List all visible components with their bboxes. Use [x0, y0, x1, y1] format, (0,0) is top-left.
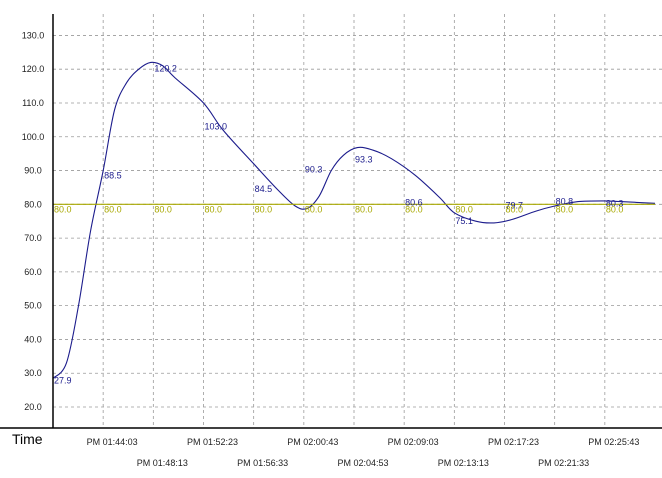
y-tick-label: 90.0 [24, 166, 42, 176]
setpoint-data-label: 80.0 [506, 204, 524, 214]
x-axis-ticks: PM 01:44:03 PM 01:52:23 PM 02:00:43 PM 02:0… [87, 437, 640, 468]
setpoint-data-label: 80.0 [154, 204, 172, 214]
y-tick-label: 50.0 [24, 301, 42, 311]
y-axis-ticks: 130.0 120.0 110.0 100.0 90.0 80.0 70.0 60.0 50.0… [22, 30, 45, 412]
pv-data-label: 103.0 [205, 122, 228, 132]
setpoint-data-label: 80.0 [255, 204, 273, 214]
setpoint-data-label: 80.0 [205, 204, 223, 214]
pv-data-label: 93.3 [355, 154, 373, 164]
x-tick-label: PM 01:56:33 [237, 458, 288, 468]
pv-data-label: 90.3 [305, 165, 323, 175]
setpoint-data-label: 80.0 [355, 204, 373, 214]
y-tick-label: 20.0 [24, 402, 42, 412]
setpoint-data-label: 80.0 [54, 204, 72, 214]
y-tick-label: 60.0 [24, 267, 42, 277]
setpoint-data-label: 80.0 [455, 204, 473, 214]
setpoint-data-label: 80.0 [104, 204, 122, 214]
pv-data-label: 88.5 [104, 171, 122, 181]
y-tick-label: 80.0 [24, 199, 42, 209]
setpoint-data-label: 80.0 [606, 204, 624, 214]
x-tick-label: PM 02:04:53 [337, 458, 388, 468]
x-tick-label: PM 01:52:23 [187, 437, 238, 447]
y-tick-label: 110.0 [22, 98, 44, 108]
setpoint-data-label: 80.0 [305, 204, 323, 214]
x-tick-label: PM 02:21:33 [538, 458, 589, 468]
pv-data-label: 80.8 [556, 197, 574, 207]
process-value-line [52, 61, 656, 379]
pv-data-label: 120.2 [154, 64, 177, 74]
y-tick-label: 120.0 [22, 64, 45, 74]
pv-data-label: 27.9 [54, 375, 72, 385]
x-tick-label: PM 02:25:43 [588, 437, 639, 447]
x-tick-label: PM 02:09:03 [388, 437, 439, 447]
series [52, 61, 656, 379]
x-tick-label: PM 01:48:13 [137, 458, 188, 468]
x-tick-label: PM 01:44:03 [87, 437, 138, 447]
x-axis-title: Time [12, 431, 43, 447]
x-tick-label: PM 02:00:43 [287, 437, 338, 447]
y-tick-label: 40.0 [24, 334, 42, 344]
data-labels: 27.9 88.5 120.2 103.0 84.5 90.3 93.3 80.6 75.1 79… [54, 64, 623, 386]
pv-data-label: 79.7 [506, 200, 524, 210]
setpoint-data-label: 80.0 [405, 204, 423, 214]
pv-data-label: 80.6 [405, 197, 423, 207]
x-tick-label: PM 02:13:13 [438, 458, 489, 468]
setpoint-data-label: 80.0 [556, 204, 574, 214]
y-tick-label: 30.0 [24, 368, 42, 378]
y-tick-label: 100.0 [22, 132, 45, 142]
pv-data-label: 75.1 [455, 216, 473, 226]
pv-data-label: 84.5 [255, 184, 273, 194]
y-tick-label: 130.0 [22, 30, 45, 40]
pv-data-label: 80.3 [606, 198, 624, 208]
y-tick-label: 70.0 [24, 233, 42, 243]
x-tick-label: PM 02:17:23 [488, 437, 539, 447]
